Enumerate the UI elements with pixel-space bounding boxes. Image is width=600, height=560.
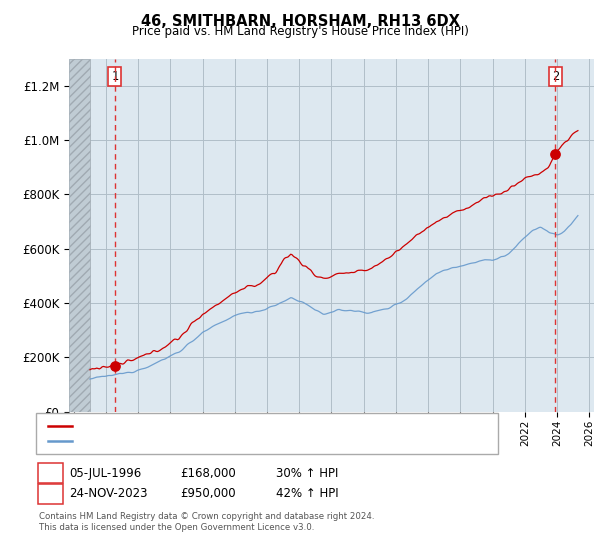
Text: HPI: Average price, detached house, Horsham: HPI: Average price, detached house, Hors… (78, 436, 330, 446)
Text: 05-JUL-1996: 05-JUL-1996 (69, 466, 141, 480)
Text: 30% ↑ HPI: 30% ↑ HPI (276, 466, 338, 480)
Text: 24-NOV-2023: 24-NOV-2023 (69, 487, 148, 501)
Text: 1: 1 (47, 466, 54, 480)
Text: 42% ↑ HPI: 42% ↑ HPI (276, 487, 338, 501)
Text: 46, SMITHBARN, HORSHAM, RH13 6DX: 46, SMITHBARN, HORSHAM, RH13 6DX (140, 14, 460, 29)
Text: Price paid vs. HM Land Registry's House Price Index (HPI): Price paid vs. HM Land Registry's House … (131, 25, 469, 38)
Point (551, 150, 560, 158)
Text: 1: 1 (111, 70, 118, 83)
Text: 46, SMITHBARN, HORSHAM, RH13 6DX (detached house): 46, SMITHBARN, HORSHAM, RH13 6DX (detach… (78, 421, 390, 431)
Text: £168,000: £168,000 (180, 466, 236, 480)
Point (110, 362, 119, 371)
Bar (69, 59, 90, 412)
Text: £950,000: £950,000 (180, 487, 236, 501)
Text: 2: 2 (552, 70, 559, 83)
Text: Contains HM Land Registry data © Crown copyright and database right 2024.
This d: Contains HM Land Registry data © Crown c… (39, 512, 374, 532)
Text: 2: 2 (47, 487, 54, 501)
